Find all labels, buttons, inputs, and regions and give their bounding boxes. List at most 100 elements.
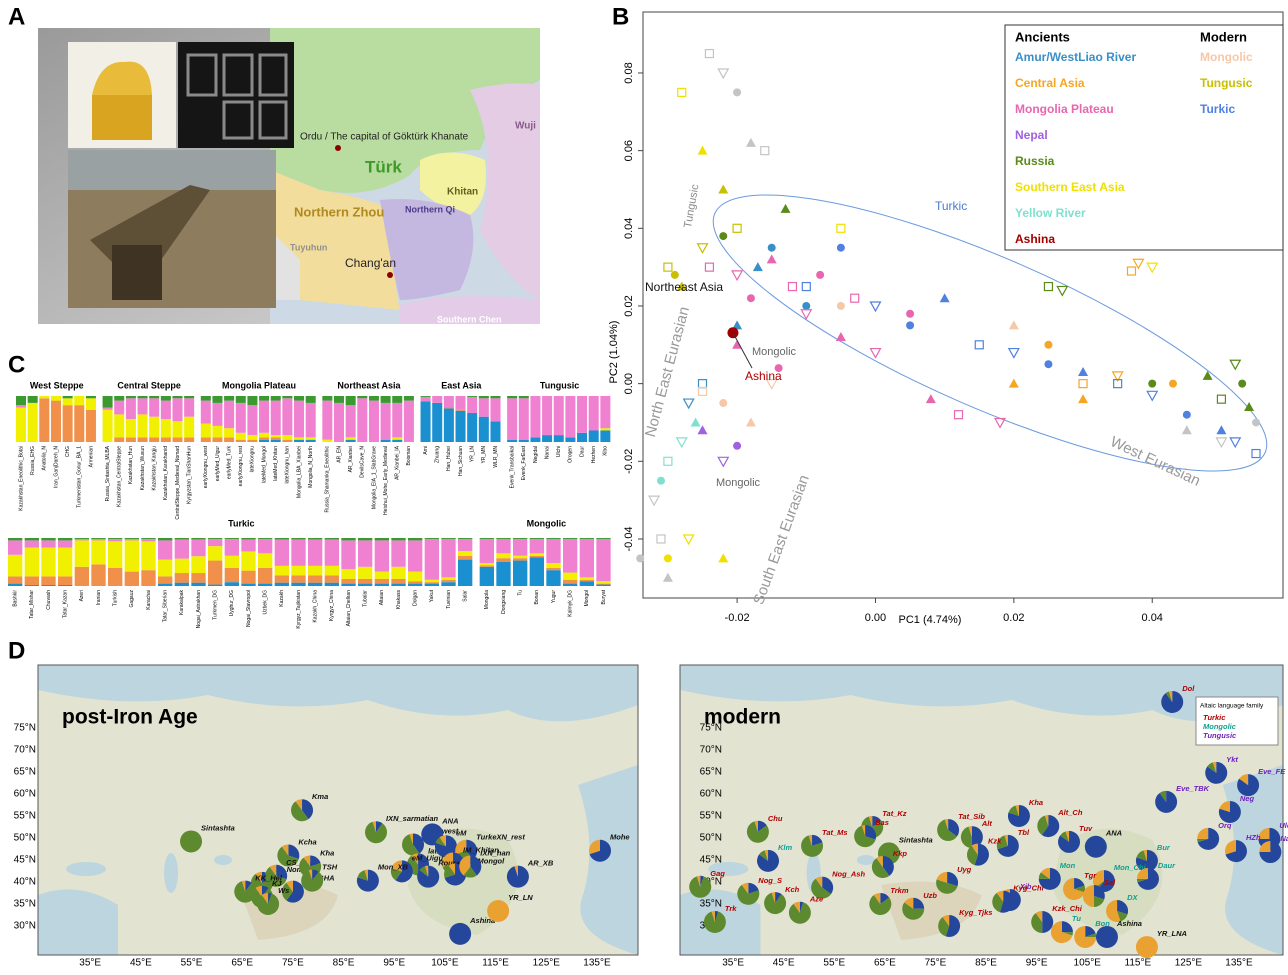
ancestry-segment <box>404 396 414 401</box>
population-label: Evenk_Transbaikal <box>509 446 515 488</box>
y-tick-label: -0.04 <box>623 526 635 551</box>
ancestry-segment <box>325 583 339 586</box>
ancestry-segment <box>149 417 159 438</box>
x-tick-label: 0.02 <box>1003 612 1024 624</box>
y-axis-label: PC2 (1.04%) <box>608 321 620 384</box>
ancestry-segment <box>306 396 316 403</box>
ancestry-segment <box>291 575 305 582</box>
legend-entry: Yellow River <box>1015 206 1086 220</box>
point <box>719 232 727 240</box>
ancestry-segment <box>441 582 455 586</box>
pie <box>1197 828 1219 850</box>
ancestry-segment <box>490 398 500 421</box>
pie-label: Kzk <box>988 837 1002 846</box>
point <box>837 244 845 252</box>
ancestry-segment <box>496 538 510 539</box>
ancestry-segment <box>496 562 510 586</box>
ancestry-segment <box>458 538 472 539</box>
pie-slice <box>1085 836 1107 858</box>
point <box>719 399 727 407</box>
pie-label: Gag <box>710 869 725 878</box>
pie-slice <box>1155 791 1177 813</box>
ancestry-segment <box>125 572 139 586</box>
ancestry-segment <box>16 408 26 443</box>
ancestry-segment <box>175 539 189 558</box>
ancestry-segment <box>308 566 322 576</box>
pie-label: Dol <box>1182 684 1195 693</box>
ancestry-segment <box>201 401 211 424</box>
ancestry-segment <box>496 553 510 558</box>
ancestry-segment <box>149 396 159 398</box>
ancestry-segment <box>191 583 205 586</box>
ancestry-segment <box>563 573 577 580</box>
pie-label: Uyg <box>957 865 972 874</box>
ancestry-segment <box>369 396 379 401</box>
population-label: earlyMed_Turk <box>226 446 232 480</box>
region-label: Northern Qi <box>405 204 455 214</box>
pie-label: Kyg_Tjks <box>959 908 992 917</box>
ancestry-segment <box>391 567 405 579</box>
ancestry-segment <box>441 580 455 582</box>
pie <box>1237 774 1259 796</box>
ancestry-segment <box>381 403 391 440</box>
legend-title: Ancients <box>1015 29 1070 44</box>
point <box>1044 341 1052 349</box>
ancestry-segment <box>51 396 61 401</box>
point <box>768 244 776 252</box>
ancestry-segment <box>103 408 113 410</box>
ancestry-segment <box>530 557 544 586</box>
pie-label: eM <box>456 828 467 837</box>
ancestry-segment <box>322 396 332 401</box>
lat-tick-label: 70°N <box>14 745 36 756</box>
ancestry-segment <box>259 396 269 401</box>
population-label: AR_Xianbei <box>348 446 354 472</box>
ancestry-segment <box>357 398 367 442</box>
population-label: Buryat <box>601 589 607 604</box>
ancestry-segment <box>458 551 472 556</box>
ancestry-segment <box>322 401 332 440</box>
pie <box>902 898 924 920</box>
ancestry-segment <box>58 585 72 586</box>
pie-label: Kha <box>1029 798 1043 807</box>
region-label: Türk <box>365 157 402 176</box>
ancestry-segment <box>577 396 587 433</box>
population-label: Ulchi <box>556 446 562 457</box>
ancestry-segment <box>392 437 402 439</box>
ancestry-segment <box>126 396 136 398</box>
ancestry-segment <box>375 540 389 571</box>
ancestry-segment <box>596 585 610 586</box>
lat-tick-label: 55°N <box>700 811 722 822</box>
population-label: lateMed_Mongol <box>261 446 267 483</box>
ancestry-segment <box>600 431 610 443</box>
ancestry-segment <box>294 437 304 439</box>
pie-label: Daur <box>1158 861 1176 870</box>
population-label: Tatar_Siberian <box>162 590 168 622</box>
ancestry-segment <box>158 540 172 559</box>
lon-tick-label: 35°E <box>79 958 101 969</box>
ancestry-segment <box>458 560 472 586</box>
ancestry-segment <box>258 584 272 586</box>
lat-tick-label: 55°N <box>14 811 36 822</box>
legend-entry: Amur/WestLiao River <box>1015 50 1136 64</box>
ancestry-segment <box>191 556 205 573</box>
ancestry-segment <box>141 538 155 539</box>
ancestry-segment <box>480 567 494 586</box>
pie-label: Aze <box>809 895 823 904</box>
pie <box>747 821 769 843</box>
pie <box>854 825 876 847</box>
ancestry-segment <box>184 398 194 416</box>
ancestry-segment <box>91 564 105 586</box>
x-tick-label: 0.00 <box>865 612 886 624</box>
lon-tick-label: 115°E <box>482 958 509 969</box>
pie-label: Bas <box>875 818 889 827</box>
ancestry-segment <box>580 580 594 581</box>
lon-tick-label: 45°E <box>773 958 795 969</box>
ancestry-segment <box>458 539 472 551</box>
ancestry-segment <box>375 579 389 584</box>
ancestry-segment <box>91 540 105 564</box>
population-label: Mongolia_LBA_Xianbei <box>296 446 302 498</box>
ancestry-segment <box>479 417 489 442</box>
pie-label: TurkeXN_rest <box>476 833 525 842</box>
pie <box>1205 762 1227 784</box>
ancestry-segment <box>421 402 431 442</box>
